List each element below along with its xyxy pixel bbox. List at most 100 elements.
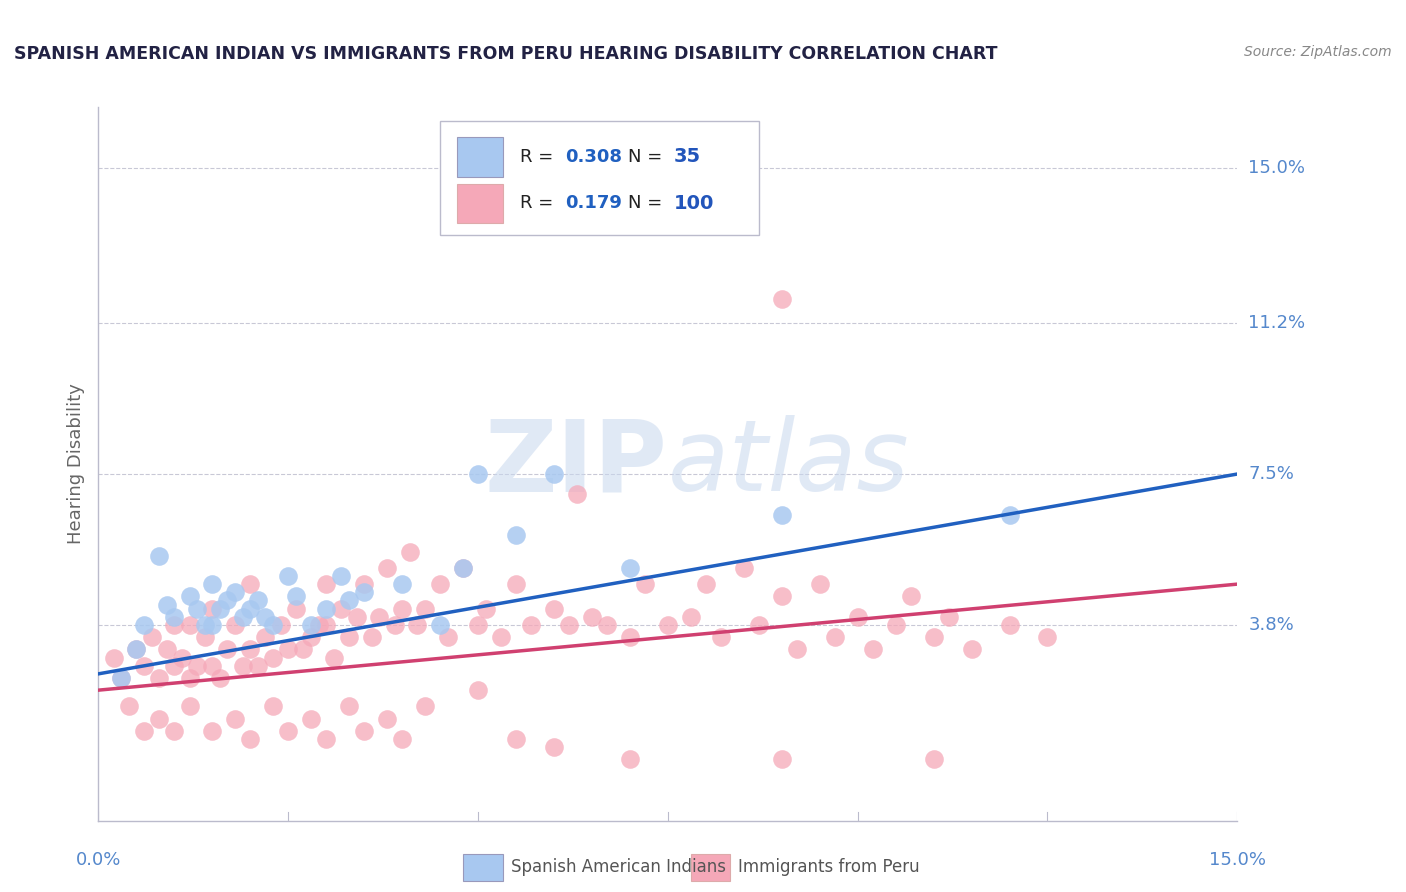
Point: [337, 630, 360, 644]
Point: [201, 601, 224, 615]
Point: [467, 618, 489, 632]
Point: [224, 712, 246, 726]
Point: [208, 601, 231, 615]
Point: [368, 609, 391, 624]
Point: [391, 601, 413, 615]
Point: [505, 528, 527, 542]
Point: [429, 577, 451, 591]
Bar: [457, 184, 503, 223]
Point: [884, 618, 907, 632]
Point: [489, 630, 512, 644]
Point: [194, 618, 217, 632]
Point: [217, 642, 239, 657]
Point: [163, 609, 186, 624]
Point: [170, 650, 193, 665]
Point: [619, 630, 641, 644]
Point: [315, 732, 337, 747]
Point: [565, 487, 588, 501]
Point: [110, 671, 132, 685]
Point: [770, 292, 793, 306]
Point: [520, 618, 543, 632]
Point: [346, 609, 368, 624]
Point: [125, 642, 148, 657]
Point: [148, 549, 170, 563]
Point: [543, 467, 565, 481]
Point: [217, 593, 239, 607]
Point: [451, 561, 474, 575]
Point: [208, 671, 231, 685]
Point: [118, 699, 141, 714]
Point: [596, 618, 619, 632]
Point: [960, 642, 983, 657]
Point: [384, 618, 406, 632]
Point: [337, 593, 360, 607]
Point: [315, 601, 337, 615]
Point: [733, 561, 755, 575]
Point: [467, 467, 489, 481]
Point: [186, 658, 208, 673]
Point: [194, 630, 217, 644]
Point: [922, 630, 945, 644]
Point: [505, 732, 527, 747]
Point: [543, 740, 565, 755]
Point: [148, 712, 170, 726]
Point: [246, 593, 269, 607]
Point: [110, 671, 132, 685]
Point: [353, 577, 375, 591]
Text: 11.2%: 11.2%: [1249, 314, 1306, 332]
Text: 7.5%: 7.5%: [1249, 465, 1295, 483]
Point: [163, 658, 186, 673]
Point: [770, 508, 793, 522]
Point: [406, 618, 429, 632]
Point: [224, 618, 246, 632]
Point: [156, 598, 179, 612]
Text: R =: R =: [520, 194, 558, 212]
Text: 15.0%: 15.0%: [1249, 159, 1305, 178]
Point: [239, 732, 262, 747]
Text: ZIP: ZIP: [485, 416, 668, 512]
Text: Immigrants from Peru: Immigrants from Peru: [738, 858, 920, 876]
Point: [270, 618, 292, 632]
Point: [322, 650, 344, 665]
Point: [998, 508, 1021, 522]
Text: N =: N =: [628, 148, 668, 166]
Y-axis label: Hearing Disability: Hearing Disability: [66, 384, 84, 544]
Point: [262, 618, 284, 632]
Point: [148, 671, 170, 685]
Point: [224, 585, 246, 599]
Point: [360, 630, 382, 644]
Point: [436, 630, 458, 644]
Point: [201, 618, 224, 632]
Point: [262, 650, 284, 665]
Point: [141, 630, 163, 644]
Point: [808, 577, 831, 591]
Point: [254, 630, 277, 644]
Point: [284, 601, 307, 615]
Point: [391, 577, 413, 591]
Point: [132, 658, 155, 673]
Point: [391, 732, 413, 747]
Point: [179, 671, 201, 685]
Point: [398, 544, 420, 558]
Point: [284, 590, 307, 604]
Point: [922, 752, 945, 766]
Point: [451, 561, 474, 575]
Text: Source: ZipAtlas.com: Source: ZipAtlas.com: [1244, 45, 1392, 59]
Point: [156, 642, 179, 657]
Text: 0.179: 0.179: [565, 194, 623, 212]
Point: [201, 658, 224, 673]
Point: [634, 577, 657, 591]
Text: 35: 35: [673, 147, 700, 167]
Point: [330, 569, 353, 583]
Point: [239, 601, 262, 615]
Point: [125, 642, 148, 657]
Point: [353, 723, 375, 738]
Point: [292, 642, 315, 657]
Point: [619, 561, 641, 575]
Point: [132, 618, 155, 632]
Text: N =: N =: [628, 194, 668, 212]
Point: [232, 609, 254, 624]
Point: [239, 577, 262, 591]
Bar: [690, 855, 731, 881]
Point: [163, 618, 186, 632]
